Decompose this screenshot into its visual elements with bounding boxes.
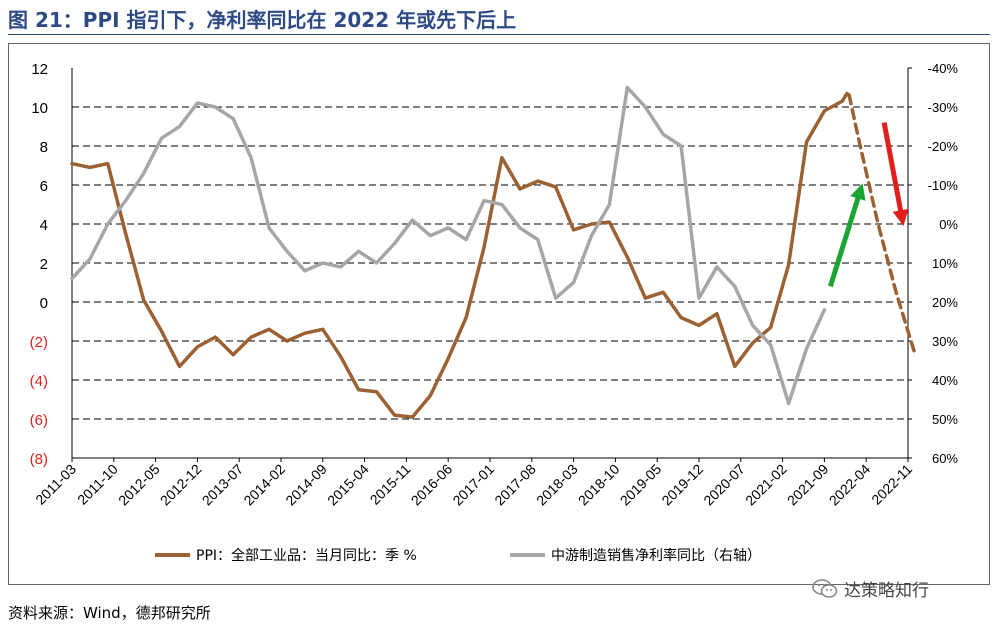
- chart-frame: [8, 43, 990, 585]
- watermark: 达策略知行: [812, 576, 929, 601]
- page-title: 图 21：PPI 指引下，净利率同比在 2022 年或先下后上: [8, 4, 516, 33]
- title-rule: [8, 34, 990, 35]
- watermark-text: 达策略知行: [844, 576, 929, 601]
- source-note: 资料来源：Wind，德邦研究所: [8, 602, 211, 623]
- wechat-icon: [812, 579, 838, 599]
